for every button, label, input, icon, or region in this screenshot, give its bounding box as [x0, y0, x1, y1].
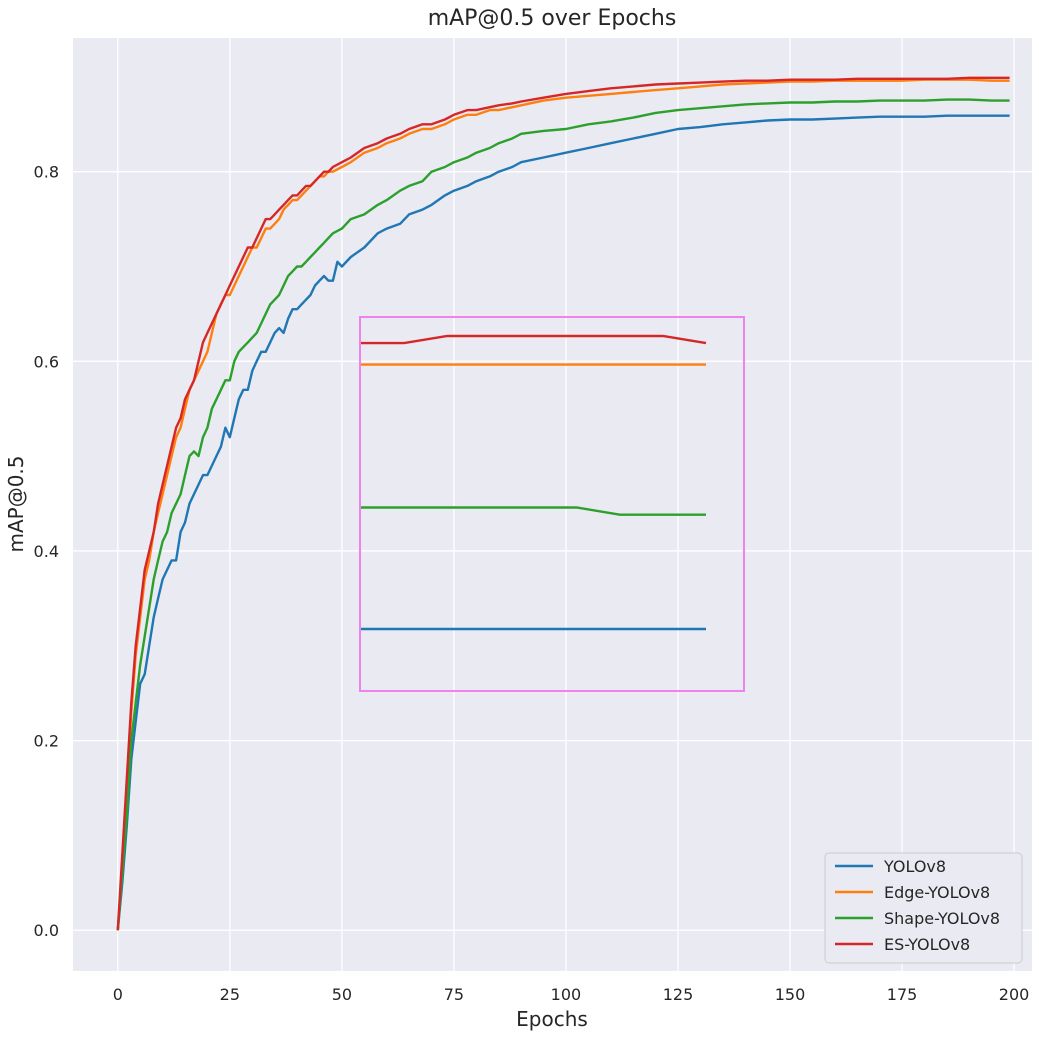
x-tick-label: 200	[999, 985, 1030, 1004]
x-tick-label: 175	[887, 985, 918, 1004]
x-tick-label: 125	[663, 985, 694, 1004]
x-tick-label: 50	[332, 985, 352, 1004]
inset-line-es-yolov8	[361, 334, 707, 345]
legend-label: Shape-YOLOv8	[884, 909, 1000, 928]
x-axis-title: Epochs	[516, 1007, 588, 1031]
legend-box	[824, 852, 1023, 964]
x-tick-label: 100	[551, 985, 582, 1004]
y-tick-label: 0.8	[34, 163, 59, 182]
inset-line-shape-yolov8	[361, 506, 706, 516]
series-line-shape-yolov8	[116, 98, 1010, 931]
inset-zoom-box	[359, 316, 745, 692]
y-tick-label: 0.0	[34, 921, 59, 940]
series-line-es-yolov8	[116, 76, 1010, 931]
y-tick-label: 0.4	[34, 542, 59, 561]
series-lines	[116, 76, 1010, 931]
y-tick-label: 0.6	[34, 352, 59, 371]
inset-border	[359, 316, 745, 692]
y-tick-label: 0.2	[34, 732, 59, 751]
x-tick-label: 25	[220, 985, 240, 1004]
chart-title: mAP@0.5 over Epochs	[428, 6, 677, 31]
y-axis-title: mAP@0.5	[4, 455, 28, 552]
legend-label: ES-YOLOv8	[884, 935, 970, 954]
x-tick-label: 75	[444, 985, 464, 1004]
legend: YOLOv8 Edge-YOLOv8 Shape-YOLOv8 ES-YOLOv8	[824, 852, 1023, 964]
series-line-yolov8	[116, 114, 1010, 931]
y-tick-labels: 0.0 0.2 0.4 0.6 0.8	[34, 163, 59, 941]
x-tick-label: 150	[775, 985, 806, 1004]
plot-area	[73, 38, 1032, 971]
legend-label: YOLOv8	[883, 857, 946, 876]
x-tick-label: 0	[113, 985, 123, 1004]
legend-label: Edge-YOLOv8	[884, 883, 990, 902]
x-tick-labels: 0 25 50 75 100 125 150 175 200	[113, 985, 1030, 1004]
